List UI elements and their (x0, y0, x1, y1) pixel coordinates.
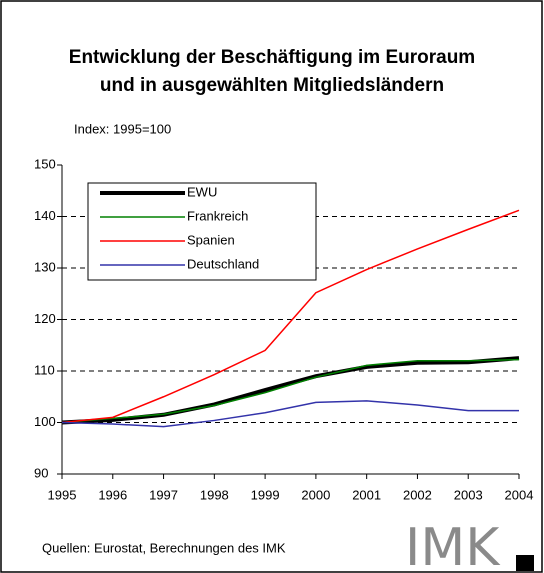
x-tick-label: 1996 (98, 487, 127, 502)
x-tick-label: 1998 (200, 487, 229, 502)
y-tick-label: 110 (34, 362, 55, 377)
legend-label: EWU (187, 184, 217, 199)
subtitle: Index: 1995=100 (74, 121, 171, 136)
x-tick-label: 2000 (301, 487, 330, 502)
series-line (61, 358, 520, 424)
logo-square (516, 555, 534, 571)
series-line (61, 400, 519, 428)
legend-label: Frankreich (187, 208, 248, 223)
x-tick-label: 2003 (454, 487, 483, 502)
y-tick-label: 140 (34, 208, 56, 223)
series-line (61, 356, 520, 425)
y-tick-label: 130 (34, 259, 56, 274)
x-tick-label: 2001 (352, 487, 381, 502)
y-tick-label: 90 (34, 465, 48, 480)
legend-label: Spanien (187, 232, 235, 247)
y-tick-label: 120 (34, 311, 56, 326)
series-line (61, 209, 520, 424)
x-tick-label: 2002 (403, 487, 432, 502)
chart-title: und in ausgewählten Mitgliedsländern (100, 75, 444, 96)
logo: IMK (405, 518, 501, 573)
x-tick-label: 2004 (505, 487, 534, 502)
chart-title: Entwicklung der Beschäftigung im Eurorau… (69, 47, 475, 68)
x-tick-label: 1995 (48, 487, 77, 502)
source: Quellen: Eurostat, Berechnungen des IMK (42, 540, 286, 555)
legend-box (87, 182, 317, 281)
legend-label: Deutschland (187, 256, 259, 271)
x-tick-label: 1999 (251, 487, 280, 502)
y-tick-label: 150 (34, 156, 56, 171)
y-tick-label: 100 (34, 414, 56, 429)
x-tick-label: 1997 (149, 487, 178, 502)
